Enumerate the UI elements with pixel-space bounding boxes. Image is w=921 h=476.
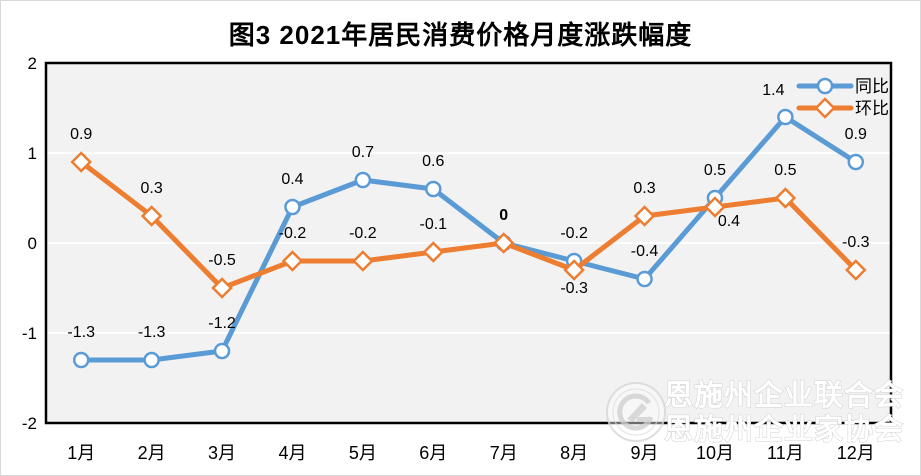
data-label-huanbi: 0.9 bbox=[70, 126, 92, 143]
marker-diamond-huanbi bbox=[422, 241, 445, 263]
marker-circle-tongbi bbox=[72, 351, 90, 369]
data-label-huanbi: -0.3 bbox=[842, 234, 870, 251]
x-axis-month-label: 10月 bbox=[696, 443, 734, 463]
x-axis-month-label: 11月 bbox=[767, 443, 804, 463]
data-label-tongbi: -1.2 bbox=[208, 315, 236, 332]
watermark-text-line1: 恩施州企业联合会 bbox=[664, 378, 904, 412]
x-axis-month-label: 4月 bbox=[278, 443, 306, 463]
chart-title: 图3 2021年居民消费价格月度涨跌幅度 bbox=[228, 20, 693, 50]
watermark bbox=[606, 382, 666, 442]
marker-circle-tongbi bbox=[636, 270, 653, 288]
y-axis-tick-label: 2 bbox=[28, 54, 37, 73]
marker-diamond-huanbi bbox=[352, 250, 374, 272]
data-label-huanbi: 0.3 bbox=[141, 180, 163, 197]
legend-marker-tongbi bbox=[816, 77, 834, 95]
series-line-tongbi bbox=[78, 114, 859, 363]
marker-diamond-huanbi bbox=[281, 250, 304, 272]
legend-marker-huanbi bbox=[814, 97, 836, 119]
data-label-tongbi: 0.4 bbox=[281, 171, 303, 188]
marker-circle-tongbi bbox=[354, 171, 372, 189]
marker-diamond-huanbi bbox=[774, 187, 797, 209]
data-label-tongbi: 0.5 bbox=[704, 162, 726, 179]
watermark-logo-icon bbox=[606, 382, 666, 442]
x-axis-month-label: 6月 bbox=[419, 443, 447, 463]
legend-label-tongbi: 同比 bbox=[855, 77, 889, 96]
data-label-huanbi: 0 bbox=[499, 207, 508, 224]
data-label-huanbi: -0.3 bbox=[560, 280, 588, 297]
marker-circle-tongbi bbox=[425, 180, 442, 198]
marker-diamond-huanbi bbox=[845, 259, 867, 281]
data-label-huanbi: -0.2 bbox=[349, 225, 377, 242]
y-axis-tick-label: -2 bbox=[22, 414, 37, 433]
legend-label-huanbi: 环比 bbox=[855, 99, 889, 118]
marker-circle-tongbi bbox=[143, 351, 160, 369]
marker-circle-tongbi bbox=[777, 108, 794, 126]
x-axis-month-label: 7月 bbox=[490, 443, 518, 463]
x-axis-month-label: 8月 bbox=[560, 443, 588, 463]
series-line-huanbi bbox=[78, 159, 859, 291]
marker-diamond-huanbi bbox=[633, 205, 656, 227]
data-label-tongbi: 0.6 bbox=[422, 153, 444, 170]
data-label-tongbi: 1.4 bbox=[762, 82, 784, 99]
data-label-tongbi: -1.3 bbox=[67, 324, 95, 341]
marker-circle-tongbi bbox=[213, 342, 231, 360]
data-label-huanbi: -0.1 bbox=[420, 216, 448, 233]
marker-diamond-huanbi bbox=[140, 205, 163, 227]
x-axis-month-label: 5月 bbox=[349, 443, 377, 463]
marker-circle-tongbi bbox=[847, 153, 865, 171]
x-axis-month-label: 3月 bbox=[208, 443, 236, 463]
x-axis-month-label: 12月 bbox=[837, 443, 875, 463]
data-label-huanbi: 0.3 bbox=[633, 180, 655, 197]
data-label-huanbi: 0.4 bbox=[718, 213, 740, 230]
data-label-tongbi: -1.3 bbox=[138, 324, 166, 341]
data-label-huanbi: -0.2 bbox=[279, 225, 307, 242]
data-label-huanbi: 0.5 bbox=[774, 162, 796, 179]
y-axis-tick-label: -1 bbox=[22, 324, 37, 343]
data-label-tongbi: -0.4 bbox=[631, 243, 659, 260]
x-axis-month-label: 9月 bbox=[631, 443, 659, 463]
marker-diamond-huanbi bbox=[211, 277, 233, 299]
watermark-text-line2: 恩施州企业家协会 bbox=[664, 412, 904, 446]
x-axis-month-label: 1月 bbox=[67, 443, 95, 463]
data-label-tongbi: -0.2 bbox=[560, 225, 588, 242]
plot-border bbox=[44, 61, 893, 425]
marker-diamond-huanbi bbox=[563, 259, 585, 281]
marker-circle-tongbi bbox=[284, 198, 301, 216]
y-axis-tick-label: 0 bbox=[28, 234, 37, 253]
data-label-tongbi: 0.7 bbox=[352, 144, 374, 161]
y-axis-tick-label: 1 bbox=[28, 144, 37, 163]
marker-diamond-huanbi bbox=[70, 151, 92, 173]
x-axis-month-label: 2月 bbox=[138, 443, 166, 463]
data-label-huanbi: -0.5 bbox=[208, 252, 236, 269]
marker-diamond-huanbi bbox=[492, 232, 515, 254]
marker-diamond-huanbi bbox=[704, 196, 726, 218]
data-label-tongbi: 0.9 bbox=[845, 126, 867, 143]
